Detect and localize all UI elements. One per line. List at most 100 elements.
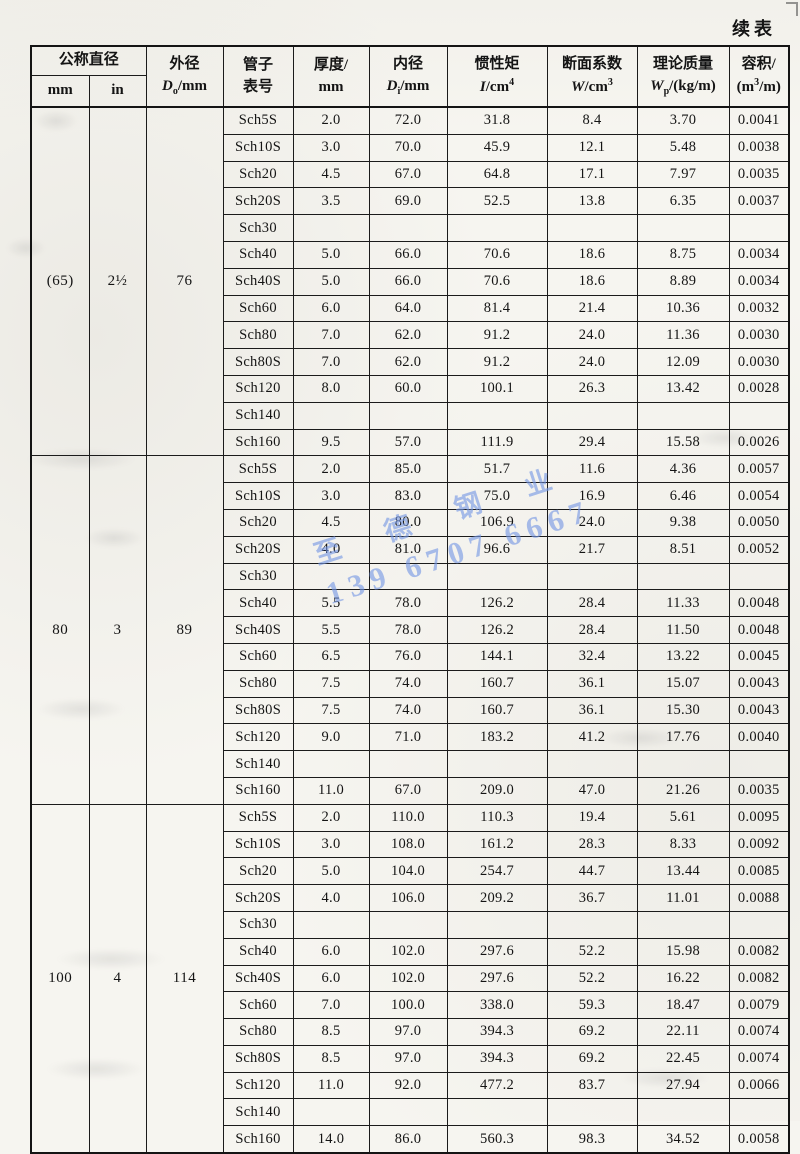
inner-diameter-title: 内径: [393, 55, 424, 72]
cell-thickness: 5.0: [292, 240, 370, 269]
cell-mass: 18.47: [636, 991, 730, 1020]
cell-section-modulus: [546, 910, 638, 939]
cell-volume: 0.0030: [728, 348, 790, 376]
cell-sch: Sch5S: [222, 106, 294, 135]
continued-table-label: 续表: [732, 19, 776, 39]
cell-mass: 21.26: [636, 776, 730, 805]
cell-inner-diameter: 97.0: [368, 1018, 448, 1046]
cell-volume: 0.0048: [728, 589, 790, 618]
cell-inertia: 45.9: [446, 133, 548, 162]
cell-inner-diameter: 70.0: [368, 133, 448, 162]
cell-volume: [728, 214, 790, 242]
schedule-title-line1: 管子: [243, 56, 274, 73]
cell-sch: Sch30: [222, 910, 294, 939]
cell-mass: 9.38: [636, 508, 730, 537]
cell-section-modulus: 44.7: [546, 857, 638, 886]
cell-mass: 3.70: [636, 106, 730, 135]
cell-sch: Sch160: [222, 776, 294, 805]
cell-volume: 0.0028: [728, 374, 790, 403]
cell-volume: 0.0054: [728, 482, 790, 510]
pipe-dimension-table-wrap: 公称直径 外径 Do/mm 管子 表号 厚度/ mm 内径 Di/mm: [30, 45, 791, 1154]
cell-thickness: 5.5: [292, 589, 370, 618]
cell-mass: 15.30: [636, 696, 730, 725]
mass-unit: Wp/(kg/m): [650, 77, 716, 97]
cell-sch: Sch40: [222, 937, 294, 966]
cell-inertia: 110.3: [446, 803, 548, 832]
cell-section-modulus: 52.2: [546, 964, 638, 993]
cell-section-modulus: 98.3: [546, 1125, 638, 1154]
cell-thickness: [292, 750, 370, 778]
cell-volume: 0.0038: [728, 133, 790, 162]
cell-outer-diameter: 89: [145, 455, 224, 805]
cell-volume: 0.0045: [728, 642, 790, 671]
cell-inertia: 31.8: [446, 106, 548, 135]
cell-sch: Sch40S: [222, 964, 294, 993]
cell-inertia: 394.3: [446, 1044, 548, 1073]
cell-inner-diameter: [368, 750, 448, 778]
cell-thickness: 6.5: [292, 642, 370, 671]
cell-inertia: 254.7: [446, 857, 548, 886]
cell-sch: Sch20S: [222, 535, 294, 564]
cell-inertia: 394.3: [446, 1018, 548, 1046]
cell-section-modulus: 21.4: [546, 294, 638, 323]
cell-thickness: 9.0: [292, 723, 370, 752]
cell-volume: 0.0052: [728, 535, 790, 564]
cell-mass: [636, 1098, 730, 1127]
cell-sch: Sch140: [222, 401, 294, 430]
cell-thickness: 3.0: [292, 482, 370, 510]
cell-section-modulus: 24.0: [546, 348, 638, 376]
cell-volume: 0.0058: [728, 1125, 790, 1154]
cell-section-modulus: 18.6: [546, 240, 638, 269]
cell-sch: Sch10S: [222, 482, 294, 510]
cell-section-modulus: 8.4: [546, 106, 638, 135]
cell-mass: 17.76: [636, 723, 730, 752]
cell-sch: Sch40: [222, 240, 294, 269]
cell-thickness: 11.0: [292, 776, 370, 805]
cell-volume: 0.0037: [728, 187, 790, 216]
cell-inertia: 144.1: [446, 642, 548, 671]
col-header-thickness: 厚度/ mm: [292, 45, 370, 108]
cell-inner-diameter: 67.0: [368, 776, 448, 805]
cell-mass: 8.33: [636, 830, 730, 859]
cell-mass: 5.61: [636, 803, 730, 832]
cell-inner-diameter: 66.0: [368, 267, 448, 296]
cell-thickness: [292, 910, 370, 939]
col-header-inertia: 惯性矩 I/cm4: [446, 45, 548, 108]
cell-section-modulus: 36.7: [546, 884, 638, 912]
cell-inertia: 560.3: [446, 1125, 548, 1154]
cell-thickness: 14.0: [292, 1125, 370, 1154]
cell-inner-diameter: 92.0: [368, 1071, 448, 1100]
cell-volume: 0.0082: [728, 937, 790, 966]
cell-mass: 7.97: [636, 160, 730, 189]
cell-inner-diameter: 71.0: [368, 723, 448, 752]
cell-thickness: [292, 214, 370, 242]
cell-volume: 0.0085: [728, 857, 790, 886]
cell-volume: 0.0034: [728, 240, 790, 269]
cell-section-modulus: 47.0: [546, 776, 638, 805]
scan-corner-mark: [786, 2, 798, 16]
cell-thickness: 6.0: [292, 964, 370, 993]
cell-thickness: 2.0: [292, 106, 370, 135]
cell-volume: 0.0030: [728, 321, 790, 350]
cell-section-modulus: 26.3: [546, 374, 638, 403]
cell-mass: [636, 562, 730, 591]
cell-inner-diameter: 62.0: [368, 321, 448, 350]
cell-volume: 0.0035: [728, 776, 790, 805]
cell-mass: 11.01: [636, 884, 730, 912]
cell-inner-diameter: 108.0: [368, 830, 448, 859]
cell-mass: 34.52: [636, 1125, 730, 1154]
thickness-unit: mm: [318, 78, 344, 95]
cell-volume: [728, 750, 790, 778]
cell-section-modulus: 19.4: [546, 803, 638, 832]
cell-inertia: 160.7: [446, 696, 548, 725]
col-header-mass: 理论质量 Wp/(kg/m): [636, 45, 730, 108]
cell-inertia: 52.5: [446, 187, 548, 216]
cell-mass: 11.36: [636, 321, 730, 350]
cell-thickness: 4.5: [292, 508, 370, 537]
cell-thickness: 5.0: [292, 857, 370, 886]
cell-inner-diameter: 85.0: [368, 455, 448, 484]
col-header-volume: 容积/ (m3/m): [728, 45, 790, 108]
cell-inertia: 111.9: [446, 428, 548, 457]
cell-inertia: [446, 401, 548, 430]
cell-inertia: 297.6: [446, 964, 548, 993]
